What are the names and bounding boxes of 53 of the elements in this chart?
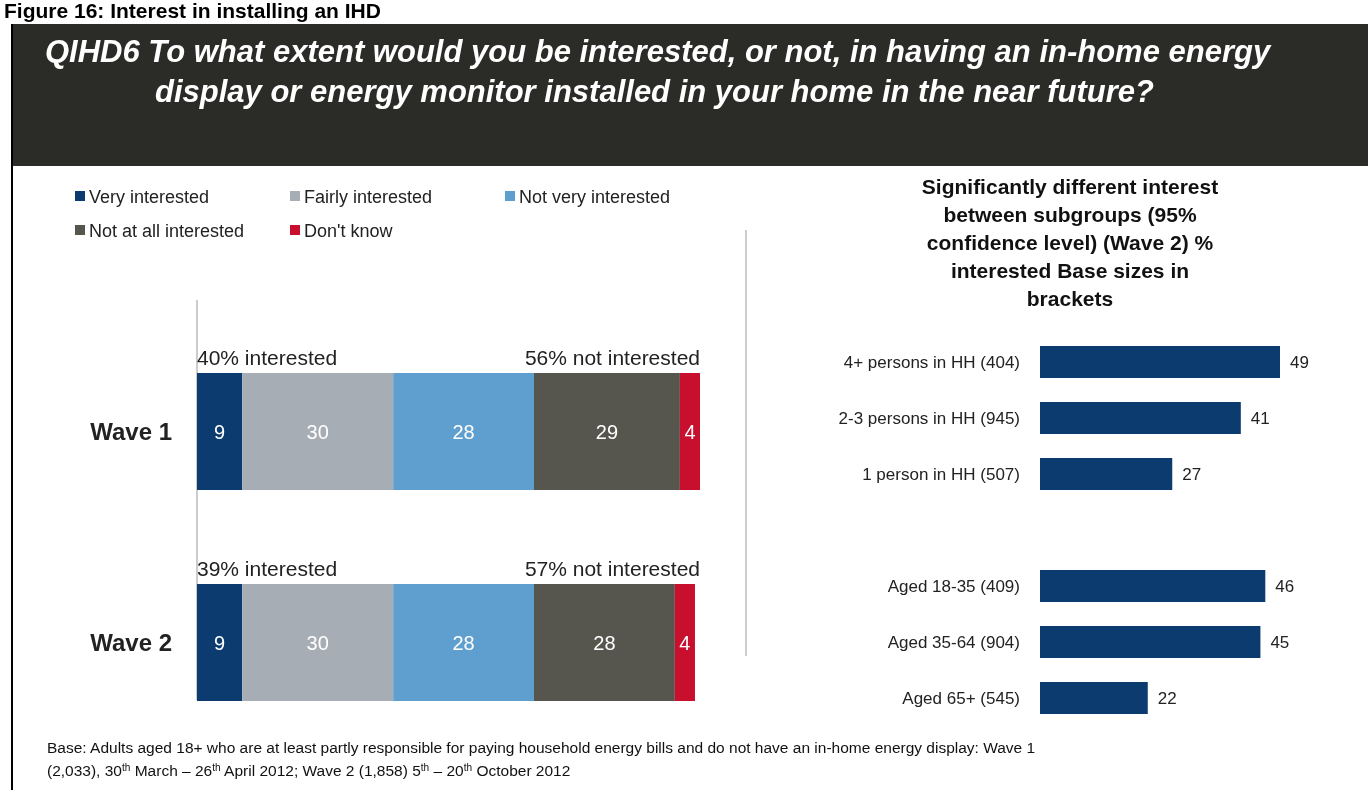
legend-label: Not at all interested bbox=[89, 221, 245, 242]
text: Base: Adults aged 18+ who are at least partly responsible for paying household energy bills and do not have an in-home energy display: Wave 1 (2,033), 30$^{th}$ March – 26$^{th}$ April 2012; Wave 2 (1,858) 5$^{th}$ – 20$^{th}$ October 2012 bbox=[47, 739, 1036, 779]
bar bbox=[242, 373, 394, 490]
data-label: 9 bbox=[214, 631, 226, 654]
bar bbox=[534, 584, 675, 701]
y-tick-label: 1 person in HH (507) bbox=[862, 464, 1020, 484]
chart-title: Significantly different interest between subgroups (95% confidence level) (Wave 2) % interested Base sizes in brackets bbox=[921, 175, 1219, 310]
bar bbox=[393, 373, 535, 490]
annotation: 39% interested bbox=[197, 557, 338, 580]
bar bbox=[393, 584, 535, 701]
bar bbox=[679, 373, 700, 490]
data-label: 41 bbox=[1250, 408, 1270, 428]
data-label: 27 bbox=[1182, 464, 1202, 484]
y-tick-label: 4+ persons in HH (404) bbox=[843, 352, 1020, 372]
annotation: 57% not interested bbox=[524, 557, 700, 580]
y-tick-label: Wave 2 bbox=[90, 628, 172, 656]
bar bbox=[242, 584, 394, 701]
bar bbox=[1040, 570, 1266, 602]
chart-subtitle: QIHD6 To what extent would you be interested, or not, in having an in-home energy display or energy monitor installed in your home in the near future? bbox=[45, 34, 1272, 109]
data-label: 4 bbox=[679, 631, 691, 654]
y-tick-label: 2-3 persons in HH (945) bbox=[838, 408, 1020, 428]
annotation: 40% interested bbox=[197, 346, 338, 369]
data-label: 28 bbox=[452, 631, 475, 654]
data-label: 29 bbox=[595, 420, 619, 443]
y-tick-label: Aged 35-64 (904) bbox=[887, 632, 1020, 652]
bar bbox=[1040, 682, 1148, 714]
legend-label: Not very interested bbox=[519, 187, 671, 208]
y-tick-label: Aged 65+ (545) bbox=[902, 688, 1020, 708]
data-label: 22 bbox=[1157, 688, 1177, 708]
data-label: 4 bbox=[684, 420, 696, 443]
bar bbox=[674, 584, 695, 701]
y-tick-label: Wave 1 bbox=[90, 417, 172, 445]
y-tick-label: Aged 18-35 (409) bbox=[887, 576, 1020, 596]
data-label: 9 bbox=[214, 420, 226, 443]
data-label: 28 bbox=[593, 631, 616, 654]
data-label: 30 bbox=[306, 631, 329, 654]
legend-label: Fairly interested bbox=[304, 187, 433, 208]
data-label: 28 bbox=[452, 420, 475, 443]
bar bbox=[1040, 626, 1261, 658]
data-label: 30 bbox=[306, 420, 329, 443]
data-label: 45 bbox=[1270, 632, 1290, 652]
bar bbox=[1040, 346, 1280, 378]
bar bbox=[197, 584, 243, 701]
bar bbox=[534, 373, 680, 490]
legend-label: Very interested bbox=[89, 187, 210, 208]
bar bbox=[1040, 402, 1241, 434]
data-label: 49 bbox=[1290, 352, 1309, 372]
bar bbox=[197, 373, 243, 490]
bar bbox=[1040, 458, 1173, 490]
legend-label: Don't know bbox=[304, 221, 394, 242]
annotation: 56% not interested bbox=[524, 346, 700, 369]
data-label: 46 bbox=[1275, 576, 1295, 596]
chart-title: Figure 16: Interest in installing an IHD bbox=[4, 0, 381, 22]
